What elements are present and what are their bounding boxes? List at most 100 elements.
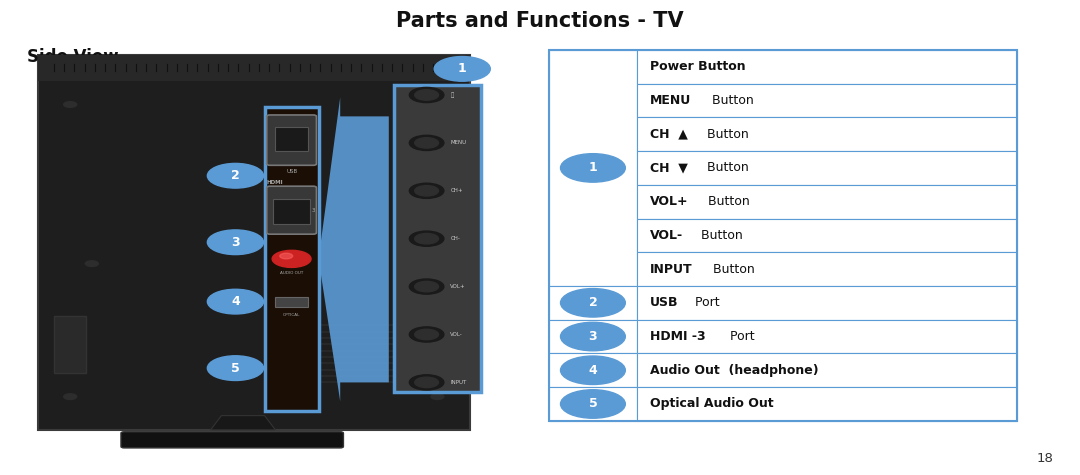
FancyBboxPatch shape	[267, 186, 316, 234]
Text: 3: 3	[312, 208, 315, 213]
Circle shape	[431, 394, 444, 399]
FancyBboxPatch shape	[273, 199, 310, 224]
FancyBboxPatch shape	[275, 296, 308, 307]
Circle shape	[207, 289, 264, 314]
FancyBboxPatch shape	[637, 353, 1017, 387]
FancyBboxPatch shape	[637, 185, 1017, 218]
Text: OPTICAL: OPTICAL	[283, 314, 300, 317]
Polygon shape	[319, 97, 389, 401]
Text: VOL+: VOL+	[650, 195, 689, 208]
Circle shape	[561, 356, 625, 384]
Circle shape	[409, 327, 444, 342]
Circle shape	[280, 253, 293, 259]
Circle shape	[272, 250, 311, 267]
Text: VOL-: VOL-	[450, 332, 463, 337]
FancyBboxPatch shape	[549, 286, 637, 320]
Text: CH-: CH-	[450, 236, 460, 241]
Text: 4: 4	[589, 364, 597, 377]
Circle shape	[431, 102, 444, 107]
Circle shape	[415, 281, 438, 292]
FancyBboxPatch shape	[275, 127, 308, 151]
Text: CH  ▼: CH ▼	[650, 162, 688, 174]
Circle shape	[207, 163, 264, 188]
FancyBboxPatch shape	[549, 320, 637, 353]
FancyBboxPatch shape	[121, 432, 343, 448]
Text: CH+: CH+	[450, 188, 463, 193]
Circle shape	[561, 153, 625, 182]
Text: Side View: Side View	[27, 48, 119, 66]
Text: 5: 5	[231, 361, 240, 375]
FancyBboxPatch shape	[637, 218, 1017, 252]
FancyBboxPatch shape	[54, 316, 86, 373]
Circle shape	[409, 231, 444, 247]
Circle shape	[409, 375, 444, 390]
Text: Port: Port	[691, 296, 720, 309]
Circle shape	[409, 87, 444, 103]
Text: 18: 18	[1036, 452, 1053, 465]
Circle shape	[409, 279, 444, 294]
FancyBboxPatch shape	[637, 252, 1017, 286]
Circle shape	[85, 261, 98, 266]
Text: 2: 2	[231, 169, 240, 182]
Circle shape	[561, 322, 625, 351]
Text: Button: Button	[698, 229, 743, 242]
Text: Parts and Functions - TV: Parts and Functions - TV	[396, 11, 684, 31]
Circle shape	[64, 102, 77, 107]
Text: 3: 3	[231, 236, 240, 249]
Text: Power Button: Power Button	[650, 60, 746, 73]
Text: INPUT: INPUT	[450, 380, 467, 385]
Text: MENU: MENU	[450, 141, 467, 145]
Text: ⏻: ⏻	[450, 92, 454, 98]
Text: 3: 3	[589, 330, 597, 343]
Text: HDMI -3: HDMI -3	[650, 330, 706, 343]
Circle shape	[415, 138, 438, 148]
FancyBboxPatch shape	[637, 151, 1017, 185]
Circle shape	[415, 90, 438, 100]
Text: HDMI: HDMI	[267, 180, 283, 185]
Text: AUDIO OUT: AUDIO OUT	[280, 271, 303, 275]
FancyBboxPatch shape	[637, 320, 1017, 353]
FancyBboxPatch shape	[637, 84, 1017, 117]
FancyBboxPatch shape	[549, 387, 637, 421]
Circle shape	[434, 57, 490, 81]
FancyBboxPatch shape	[637, 387, 1017, 421]
Circle shape	[561, 288, 625, 317]
Circle shape	[207, 230, 264, 255]
FancyBboxPatch shape	[637, 50, 1017, 84]
Text: Button: Button	[710, 263, 755, 275]
Text: 5: 5	[589, 398, 597, 410]
FancyBboxPatch shape	[637, 286, 1017, 320]
Text: VOL+: VOL+	[450, 284, 465, 289]
Text: Port: Port	[726, 330, 755, 343]
Circle shape	[409, 261, 422, 266]
FancyBboxPatch shape	[549, 353, 637, 387]
Text: Audio Out  (headphone): Audio Out (headphone)	[650, 364, 819, 377]
Circle shape	[561, 390, 625, 418]
Text: Button: Button	[707, 94, 754, 107]
Text: USB: USB	[286, 169, 297, 174]
Circle shape	[415, 186, 438, 196]
Text: Button: Button	[703, 128, 750, 141]
Circle shape	[207, 356, 264, 380]
Circle shape	[415, 377, 438, 388]
Text: 2: 2	[589, 296, 597, 309]
Text: Button: Button	[703, 162, 750, 174]
Text: Optical Audio Out: Optical Audio Out	[650, 398, 773, 410]
Circle shape	[415, 234, 438, 244]
Text: INPUT: INPUT	[650, 263, 692, 275]
Polygon shape	[211, 416, 275, 430]
Text: MENU: MENU	[650, 94, 691, 107]
FancyBboxPatch shape	[394, 86, 481, 392]
Text: Button: Button	[704, 195, 751, 208]
Text: CH  ▲: CH ▲	[650, 128, 688, 141]
Text: 1: 1	[458, 62, 467, 76]
Text: VOL-: VOL-	[650, 229, 684, 242]
Text: USB: USB	[650, 296, 678, 309]
FancyBboxPatch shape	[549, 50, 637, 286]
FancyBboxPatch shape	[267, 115, 316, 165]
Text: 4: 4	[231, 295, 240, 308]
FancyBboxPatch shape	[38, 55, 470, 430]
Circle shape	[409, 183, 444, 199]
Circle shape	[409, 135, 444, 151]
FancyBboxPatch shape	[265, 107, 319, 411]
